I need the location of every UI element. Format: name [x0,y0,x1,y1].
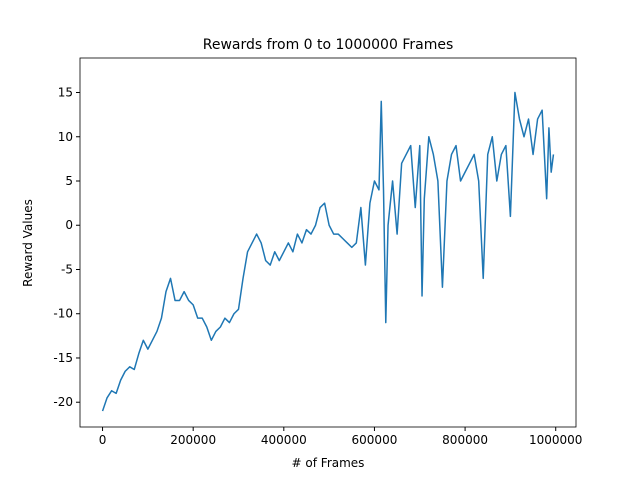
line-series [101,91,555,412]
y-tick-label: -5 [61,262,73,276]
y-tick-label: 5 [65,174,73,188]
x-tick-label: 400000 [261,433,307,447]
y-tick-label: -20 [53,395,73,409]
x-tick-label: 600000 [352,433,398,447]
x-tick-label: 800000 [442,433,488,447]
x-tick-label: 0 [99,433,107,447]
x-tick-label: 200000 [170,433,216,447]
y-tick-label: 15 [58,86,73,100]
y-axis-label: Reward Values [21,199,35,287]
x-axis-label: # of Frames [292,456,365,470]
y-tick-label: 10 [58,130,73,144]
plot-frame [79,57,577,428]
y-tick-label: 0 [65,218,73,232]
chart-title: Rewards from 0 to 1000000 Frames [203,37,454,53]
y-tick-label: -10 [53,307,73,321]
y-tick-label: -15 [53,351,73,365]
x-tick-label: 1000000 [529,433,582,447]
